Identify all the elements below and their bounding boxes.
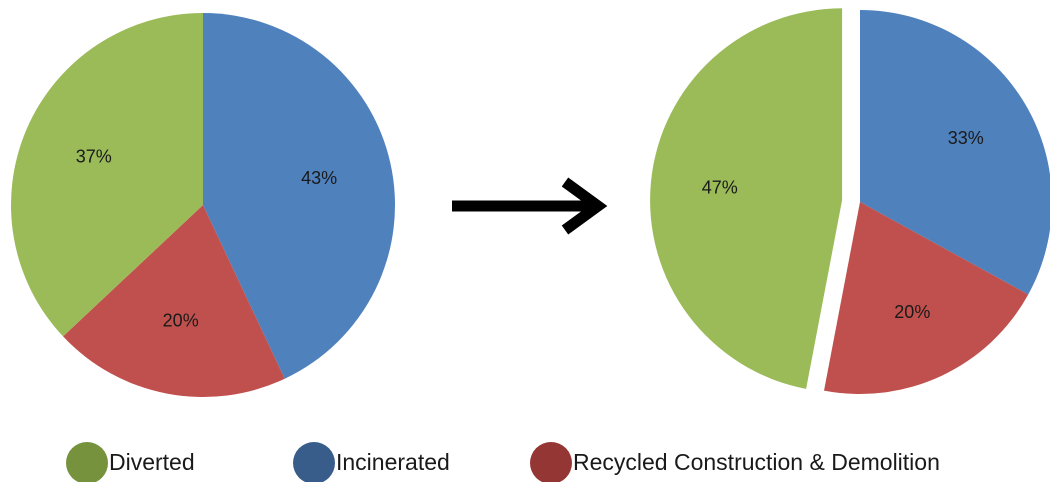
- pie-before-label-incinerated: 43%: [301, 168, 337, 188]
- pie-chart-after: 33% 20% 47%: [650, 8, 1050, 395]
- legend-swatch-incinerated: [293, 442, 335, 482]
- legend-label-incinerated: Incinerated: [336, 449, 450, 475]
- pie-after-slice-diverted: [650, 8, 843, 389]
- pie-before-slice-diverted: [11, 13, 204, 337]
- pie-before-label-diverted: 37%: [76, 146, 112, 166]
- pie-chart-before: 43% 20% 37%: [11, 13, 395, 397]
- pie-before-slice-incinerated: [203, 13, 395, 379]
- legend-label-diverted: Diverted: [109, 449, 195, 475]
- pie-before-slice-recycled: [63, 205, 285, 397]
- transition-arrow-icon: [452, 177, 608, 235]
- legend-swatch-diverted: [66, 442, 108, 482]
- pie-after-label-incinerated: 33%: [948, 128, 984, 148]
- pie-after-label-recycled: 20%: [894, 302, 930, 322]
- pie-before-label-recycled: 20%: [163, 311, 199, 331]
- legend-swatch-recycled: [530, 442, 572, 482]
- chart-legend: Diverted Incinerated Recycled Construction…: [66, 442, 940, 482]
- pie-after-slice-recycled: [824, 202, 1029, 395]
- pie-after-slice-incinerated: [860, 10, 1050, 295]
- pie-after-label-diverted: 47%: [702, 177, 738, 197]
- legend-label-recycled: Recycled Construction & Demolition: [573, 449, 940, 475]
